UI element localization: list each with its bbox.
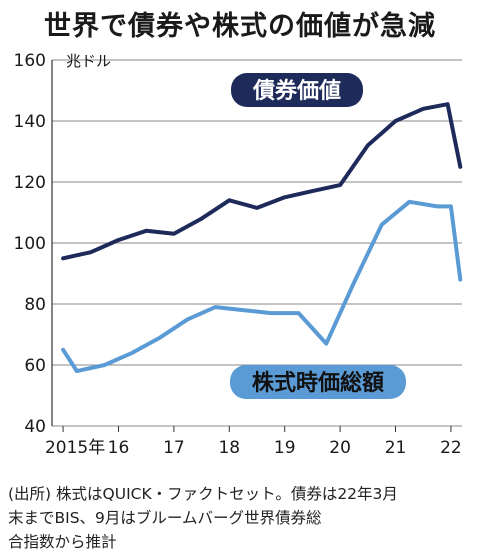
x-tick-label: 17 [163, 438, 185, 458]
y-tick-label: 100 [14, 234, 46, 254]
x-tick-label: 18 [218, 438, 240, 458]
bond-value-line [61, 102, 463, 261]
equity-market-cap-label-text: 株式時価総額 [252, 370, 384, 396]
x-tick-label: 2015年 [45, 438, 105, 458]
y-tick-label: 60 [24, 356, 46, 376]
x-axis: 2015年 16 17 18 19 20 21 22 [45, 426, 462, 458]
bond-value-label: 債券価値 [231, 73, 363, 107]
y-tick-label: 80 [24, 295, 46, 315]
bond-value-label-box [231, 73, 363, 107]
chart-title: 世界で債券や株式の価値が急減 [44, 11, 436, 42]
source-line-1: (出所) 株式はQUICK・ファクトセット。債券は22年3月 [8, 485, 398, 503]
equity-market-cap-label: 株式時価総額 [230, 365, 406, 399]
series-lines [61, 102, 463, 374]
x-tick-label: 16 [108, 438, 130, 458]
y-axis: 40 60 80 100 120 140 160 兆ドル [14, 51, 111, 437]
y-tick-label: 140 [14, 112, 46, 132]
y-tick-label: 40 [24, 417, 46, 437]
equity-market-cap-line [61, 199, 463, 374]
x-tick-label: 22 [440, 438, 462, 458]
bond-value-label-text: 債券価値 [252, 78, 341, 104]
y-tick-label: 120 [14, 173, 46, 193]
equity-market-cap-label-box [230, 365, 406, 399]
source-note: (出所) 株式はQUICK・ファクトセット。債券は22年3月 末までBIS、9月… [8, 482, 474, 554]
x-tick-label: 19 [274, 438, 296, 458]
unit-label: 兆ドル [66, 52, 111, 70]
source-line-3: 合指数から推計 [8, 533, 117, 551]
source-line-2: 末までBIS、9月はブルームバーグ世界債券総 [8, 509, 322, 527]
y-tick-label: 160 [14, 51, 46, 71]
x-tick-label: 21 [385, 438, 407, 458]
x-tick-label: 20 [329, 438, 351, 458]
